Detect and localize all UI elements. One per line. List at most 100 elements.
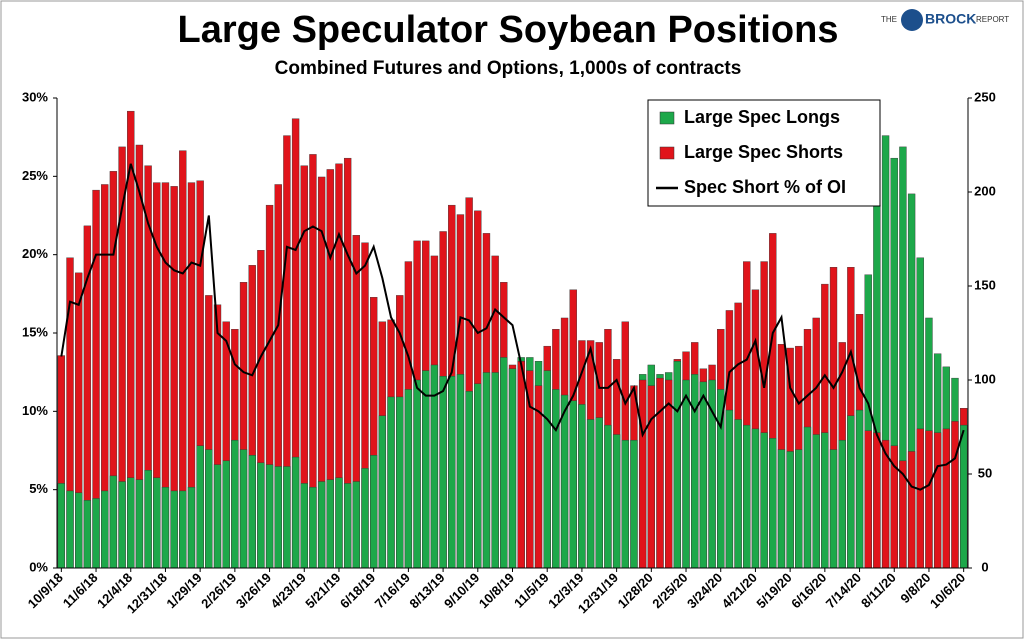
y-tick-label: 25% <box>22 168 48 183</box>
bar <box>569 400 577 569</box>
bar <box>543 370 551 569</box>
logo-text: THE <box>881 15 897 24</box>
bar <box>343 483 352 569</box>
bar <box>101 490 109 569</box>
bar <box>838 439 846 569</box>
bar <box>517 361 525 569</box>
bar <box>309 486 317 569</box>
bar <box>239 449 248 569</box>
bar <box>456 374 465 569</box>
bar <box>205 449 213 569</box>
logo-globe <box>901 9 923 31</box>
bar <box>604 424 612 569</box>
bar <box>777 449 786 569</box>
y2-tick-label: 50 <box>978 465 992 480</box>
bar <box>257 462 265 569</box>
bar <box>370 455 378 569</box>
bar <box>231 439 239 569</box>
bar <box>291 456 300 569</box>
bar <box>673 361 682 569</box>
bar <box>92 498 100 569</box>
bar <box>75 492 83 569</box>
bar <box>621 439 629 569</box>
bar <box>213 464 222 569</box>
bar <box>482 372 491 569</box>
y-tick-label: 10% <box>22 403 48 418</box>
bar <box>942 428 950 569</box>
legend-label: Spec Short % of OI <box>684 177 846 197</box>
bar <box>699 381 708 569</box>
logo-text: REPORT <box>976 15 1009 24</box>
chart-title: Large Speculator Soybean Positions <box>178 9 839 51</box>
bar <box>474 383 482 569</box>
bar <box>786 451 794 569</box>
bar <box>734 419 742 569</box>
bar <box>665 379 673 569</box>
bar <box>387 396 395 569</box>
bar <box>638 379 647 569</box>
bar <box>378 415 387 569</box>
bar <box>812 434 820 569</box>
bar <box>118 481 126 569</box>
logo-text: BROCK <box>925 11 976 27</box>
bar <box>404 389 413 569</box>
bar <box>500 357 508 569</box>
bar <box>925 430 933 569</box>
chart-subtitle: Combined Futures and Options, 1,000s of … <box>275 58 742 79</box>
bar <box>326 479 334 569</box>
bar <box>170 490 178 569</box>
bar <box>57 483 66 569</box>
bar <box>847 415 855 569</box>
bar <box>300 483 308 569</box>
bar <box>760 432 768 569</box>
y2-tick-label: 150 <box>974 277 996 292</box>
bar <box>283 466 291 569</box>
bar <box>317 481 326 569</box>
bar <box>560 394 569 569</box>
bar <box>691 374 699 569</box>
legend-swatch <box>659 146 675 160</box>
bar <box>630 439 638 569</box>
legend-box <box>647 99 881 207</box>
bar <box>439 376 447 569</box>
bar <box>274 466 282 569</box>
y-tick-label: 15% <box>22 324 48 339</box>
bar <box>864 430 872 569</box>
bar <box>265 464 274 569</box>
bar <box>855 409 864 569</box>
y-tick-label: 20% <box>22 246 48 261</box>
y2-tick-label: 0 <box>981 559 988 574</box>
y-tick-label: 5% <box>29 481 48 496</box>
bar <box>491 372 499 569</box>
y2-tick-label: 100 <box>974 371 996 386</box>
bar <box>769 438 777 569</box>
bar <box>335 477 343 569</box>
legend-label: Large Spec Shorts <box>684 142 843 162</box>
bar <box>396 396 404 569</box>
bar <box>179 490 187 569</box>
legend-swatch <box>659 111 675 125</box>
bar <box>153 477 161 569</box>
bar <box>907 451 916 569</box>
bar <box>595 417 603 569</box>
bar <box>413 379 421 569</box>
y2-tick-label: 250 <box>974 89 996 104</box>
bar <box>465 391 473 569</box>
bar <box>422 370 430 569</box>
bar <box>248 455 256 569</box>
bar <box>612 434 621 569</box>
bar <box>873 432 881 569</box>
bar <box>161 486 170 569</box>
line <box>60 163 965 491</box>
bar <box>135 479 144 569</box>
bar <box>448 376 456 569</box>
bar <box>656 377 664 569</box>
bar <box>881 439 890 569</box>
bar <box>144 470 152 569</box>
bar <box>725 409 734 569</box>
bar <box>66 490 74 569</box>
bar <box>586 419 595 569</box>
bar <box>821 432 829 569</box>
bar <box>803 426 812 569</box>
